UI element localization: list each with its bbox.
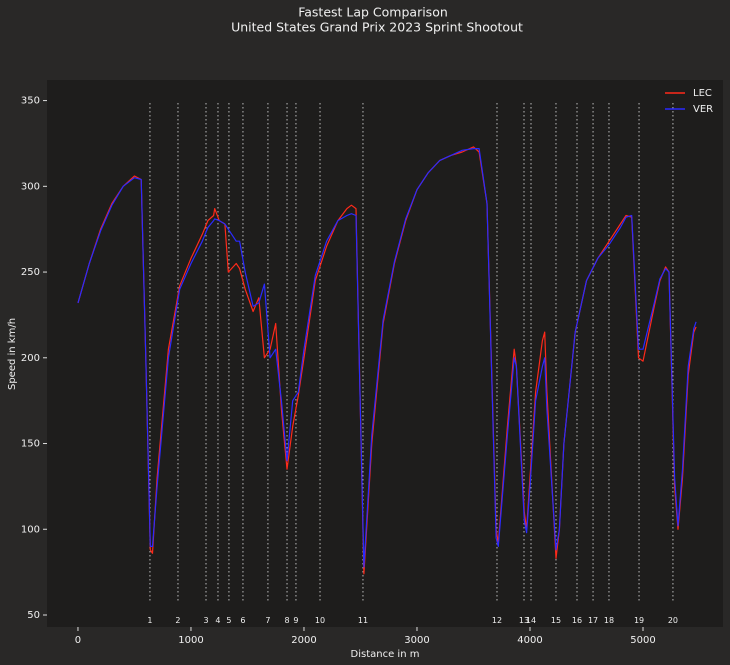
corner-label: 4: [215, 616, 220, 625]
corner-label: 1: [147, 616, 152, 625]
corner-label: 18: [604, 616, 614, 625]
x-tick-label: 3000: [404, 635, 429, 646]
corner-label: 10: [315, 616, 325, 625]
corner-label: 17: [588, 616, 598, 625]
speed-line: [77, 148, 697, 568]
y-tick-label: 250: [21, 267, 40, 278]
x-tick-label: 1000: [178, 635, 203, 646]
corner-label: 3: [203, 616, 208, 625]
corner-label: 15: [551, 616, 561, 625]
corner-label: 12: [492, 616, 502, 625]
x-axis-label: Distance in m: [351, 649, 420, 660]
corner-label: 11: [358, 616, 368, 625]
x-tick-label: 5000: [630, 635, 655, 646]
corner-label: 8: [284, 616, 289, 625]
corner-label: 6: [240, 616, 245, 625]
corner-label: 20: [668, 616, 678, 625]
y-tick-label: 350: [21, 96, 40, 107]
y-tick-label: 100: [21, 524, 40, 535]
x-tick-label: 0: [75, 635, 81, 646]
corner-label: 14: [526, 616, 536, 625]
x-tick-label: 4000: [517, 635, 542, 646]
corner-label: 7: [265, 616, 270, 625]
y-axis-label: Speed in km/h: [7, 318, 18, 390]
y-tick-label: 200: [21, 353, 40, 364]
corner-label: 16: [572, 616, 582, 625]
legend-label: LEC: [693, 88, 712, 99]
y-tick-label: 50: [27, 610, 40, 621]
corner-label: 19: [634, 616, 644, 625]
y-tick-label: 150: [21, 439, 40, 450]
y-tick-label: 300: [21, 181, 40, 192]
corner-label: 9: [293, 616, 298, 625]
chart-subtitle: United States Grand Prix 2023 Sprint Sho…: [231, 20, 523, 35]
corner-label: 5: [226, 616, 231, 625]
chart-title: Fastest Lap Comparison: [298, 5, 448, 20]
corner-label: 13: [519, 616, 529, 625]
x-tick-label: 2000: [291, 635, 316, 646]
corner-label: 2: [175, 616, 180, 625]
legend-label: VER: [693, 104, 713, 115]
plot-area: [47, 80, 723, 627]
